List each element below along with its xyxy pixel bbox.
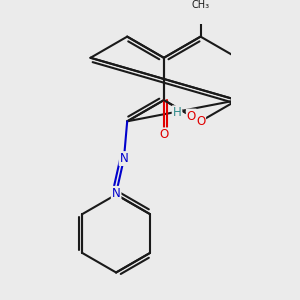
Text: O: O xyxy=(159,128,169,141)
Text: H: H xyxy=(173,106,182,119)
Text: CH₃: CH₃ xyxy=(191,0,210,10)
Text: O: O xyxy=(187,110,196,122)
Text: N: N xyxy=(120,152,128,165)
Text: N: N xyxy=(112,187,121,200)
Text: O: O xyxy=(196,115,205,128)
